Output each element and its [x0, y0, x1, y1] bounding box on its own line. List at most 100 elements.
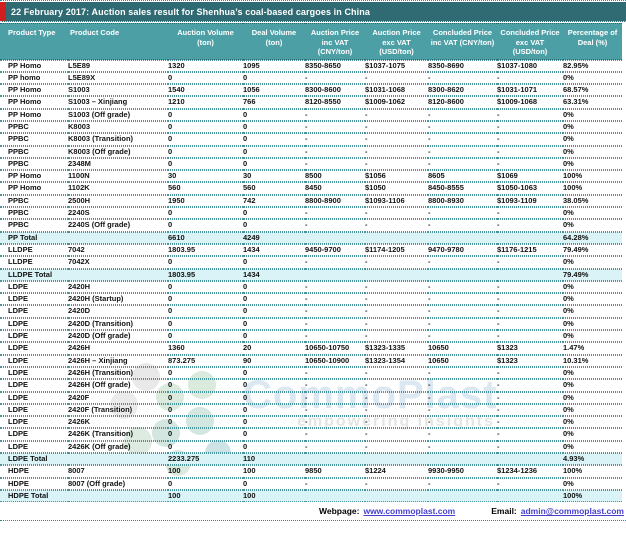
table-cell: 0: [243, 157, 305, 171]
table-row: LDPE 2426H – Xinjiang 873.275 90 10650-10900…: [0, 354, 622, 367]
table-cell: -: [497, 256, 563, 269]
table-cell: LDPE: [0, 293, 68, 306]
table-cell: 2420F: [68, 391, 168, 404]
table-cell: [305, 231, 365, 244]
column-header: Concluded Price exc VAT (USD/ton): [497, 23, 563, 60]
table-cell: $1323: [497, 354, 563, 367]
table-cell: 0: [168, 256, 243, 269]
table-row: PP Homo S1003 (Off grade) 0 0- - - -0%: [0, 108, 622, 121]
table-cell: S1003 – Xinjiang: [68, 96, 168, 109]
table-cell: -: [365, 256, 428, 269]
table-cell: 100%: [563, 182, 622, 195]
table-cell: -: [428, 207, 497, 220]
table-cell: -: [365, 440, 428, 453]
table-body: PP Homo L5E89 1320 1095 8350-8650 $1037-1075 8…: [0, 59, 622, 503]
table-cell: -: [305, 317, 365, 331]
table-cell: 1102K: [68, 182, 168, 195]
table-cell: -: [305, 330, 365, 343]
table-cell: LDPE: [0, 391, 68, 404]
table-cell: 742: [243, 194, 305, 208]
table-row: PP Homo 1100N 30 30 8500 $1056 8605 $1069 100%: [0, 170, 622, 183]
table-cell: PPBC: [0, 207, 68, 220]
table-cell: -: [365, 71, 428, 85]
email-link[interactable]: admin@commoplast.com: [520, 506, 624, 517]
table-cell: 0: [168, 366, 243, 380]
table-cell: 38.05%: [563, 194, 622, 208]
table-cell: LLDPE: [0, 256, 68, 269]
table-cell: -: [428, 403, 497, 417]
table-cell: -: [497, 379, 563, 392]
table-cell: -: [365, 317, 428, 331]
table-cell: [305, 489, 365, 503]
table-cell: 64.28%: [563, 231, 622, 244]
table-cell: 8300-8620: [428, 84, 497, 97]
table-cell: 1360: [168, 342, 243, 355]
table-cell: -: [305, 416, 365, 429]
table-cell: 1950: [168, 194, 243, 208]
table-cell: $1093-1106: [365, 194, 428, 208]
table-cell: 100: [243, 465, 305, 478]
table-row: LDPE 2420F (Transition) 0 0- - - -0%: [0, 403, 622, 417]
table-cell: HDPE: [0, 477, 68, 490]
table-cell: 8605: [428, 170, 497, 183]
table-cell: -: [497, 207, 563, 220]
table-row: PP Homo L5E89 1320 1095 8350-8650 $1037-1075 8…: [0, 59, 622, 72]
table-cell: 1100N: [68, 170, 168, 183]
table-cell: -: [497, 440, 563, 453]
table-cell: [68, 489, 168, 503]
table-cell: -: [305, 280, 365, 294]
table-cell: -: [497, 416, 563, 429]
table-cell: -: [365, 330, 428, 343]
table-row: LDPE 2420H 0 0- - - -0%: [0, 280, 622, 294]
table-cell: 20: [243, 342, 305, 355]
table-cell: -: [365, 428, 428, 441]
table-row: LDPE 2426K (Transition) 0 0- - - -0%: [0, 428, 622, 441]
table-cell: 0: [168, 379, 243, 392]
table-cell: PP Homo: [0, 170, 68, 183]
table-cell: 2426H (Transition): [68, 366, 168, 380]
table-cell: LDPE: [0, 317, 68, 331]
table-cell: PPBC: [0, 157, 68, 171]
table-cell: [428, 489, 497, 503]
table-cell: 0: [243, 145, 305, 158]
table-cell: [497, 453, 563, 466]
table-cell: 2420H (Startup): [68, 293, 168, 306]
column-header: Auction Volume (ton): [168, 23, 243, 60]
column-header: Deal Volume (ton): [243, 23, 305, 60]
table-cell: 2426K (Transition): [68, 428, 168, 441]
table-cell: [365, 453, 428, 466]
table-cell: $1031-1071: [497, 84, 563, 97]
table-cell: $1323: [497, 342, 563, 355]
table-cell: $1174-1205: [365, 243, 428, 257]
table-row: LDPE 2420F 0 0- - - -0%: [0, 391, 622, 404]
table-cell: $1056: [365, 170, 428, 183]
table-cell: LDPE: [0, 440, 68, 453]
table-cell: -: [365, 120, 428, 134]
table-cell: -: [305, 120, 365, 134]
table-cell: 90: [243, 354, 305, 367]
table-cell: 0: [168, 403, 243, 417]
table-cell: 100%: [563, 465, 622, 478]
table-cell: $1093-1109: [497, 194, 563, 208]
table-cell: LDPE: [0, 428, 68, 441]
table-cell: LDPE: [0, 366, 68, 380]
table-cell: 10650: [428, 342, 497, 355]
table-cell: -: [305, 207, 365, 220]
table-cell: 0: [168, 305, 243, 318]
table-cell: -: [305, 428, 365, 441]
table-row: LDPE 2420D (Off grade) 0 0- - - -0%: [0, 330, 622, 343]
table-header: Product Type Product Code Auction Volume (…: [0, 23, 622, 60]
table-cell: 100: [243, 489, 305, 503]
webpage-link[interactable]: www.commoplast.com: [363, 506, 456, 517]
table-cell: [365, 268, 428, 281]
table-cell: -: [497, 403, 563, 417]
table-cell: 0: [243, 71, 305, 85]
table-cell: 2420D (Off grade): [68, 330, 168, 343]
table-cell: 0%: [563, 280, 622, 294]
table-cell: L5E89: [68, 59, 168, 72]
table-cell: 1.47%: [563, 342, 622, 355]
table-cell: 0%: [563, 145, 622, 158]
webpage-label: Webpage:: [318, 506, 360, 517]
table-cell: 0%: [563, 403, 622, 417]
table-cell: 8800-8930: [428, 194, 497, 208]
